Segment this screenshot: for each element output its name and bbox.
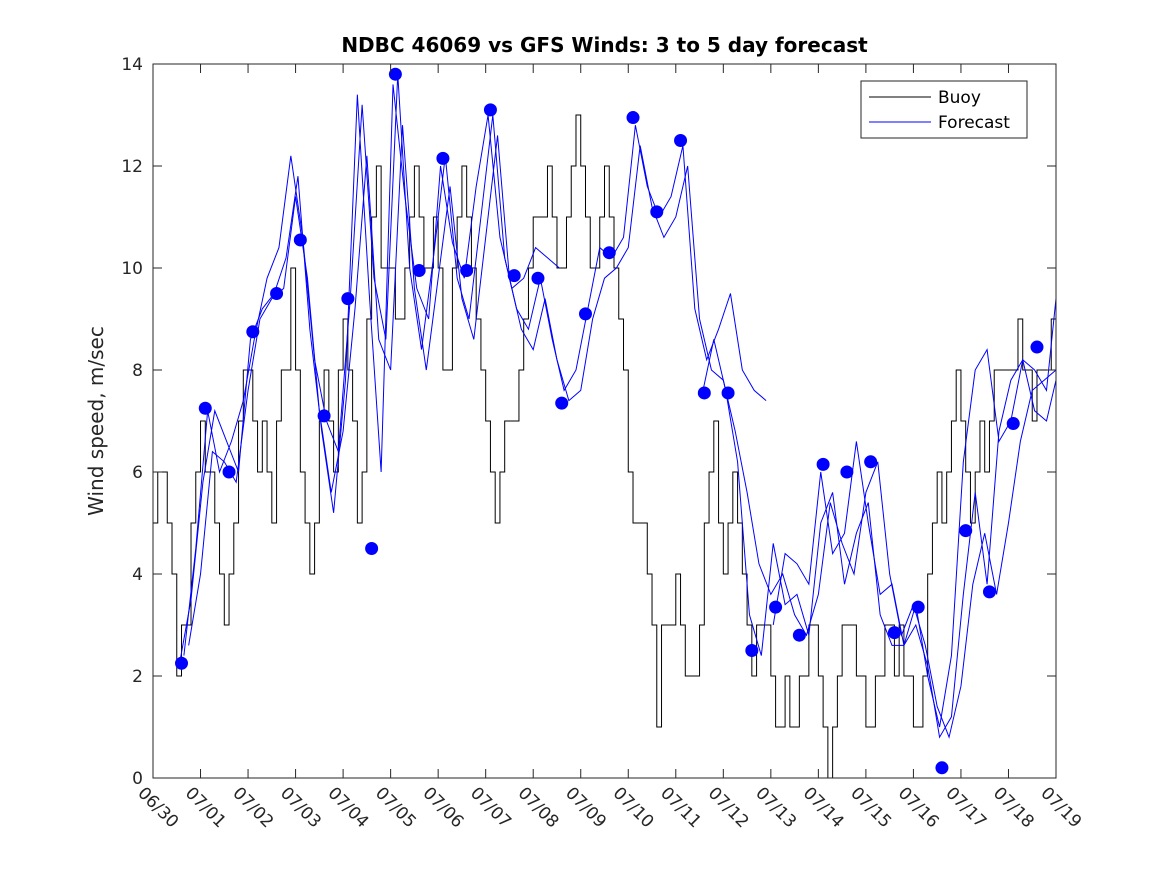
- forecast-run-line-2: [183, 74, 767, 656]
- x-tick-label: 07/19: [1036, 783, 1085, 832]
- forecast-marker: [840, 465, 854, 479]
- forecast-marker: [864, 455, 878, 469]
- forecast-marker: [483, 103, 497, 117]
- x-tick-label: 07/01: [181, 783, 230, 832]
- y-axis-label: Wind speed, m/sec: [84, 326, 108, 516]
- forecast-marker: [721, 386, 735, 400]
- x-tick-label: 07/06: [419, 783, 468, 832]
- forecast-marker: [792, 628, 806, 642]
- y-tick-label: 8: [132, 361, 143, 381]
- x-tick-label: 07/13: [751, 783, 800, 832]
- forecast-marker: [198, 401, 212, 415]
- forecast-marker: [935, 761, 949, 775]
- forecast-marker-layer: [175, 67, 1044, 775]
- forecast-marker: [982, 585, 996, 599]
- chart-title: NDBC 46069 vs GFS Winds: 3 to 5 day fore…: [341, 33, 868, 57]
- forecast-run-line-4: [701, 339, 1057, 739]
- x-tick-label: 07/17: [941, 783, 990, 832]
- forecast-marker: [293, 233, 307, 247]
- forecast-marker: [1006, 417, 1020, 431]
- forecast-marker: [578, 307, 592, 321]
- forecast-run-line-1: [178, 84, 560, 666]
- x-tick-label: 07/16: [894, 783, 943, 832]
- x-tick-label: 07/11: [656, 783, 705, 832]
- x-tick-label: 07/10: [609, 783, 658, 832]
- y-tick-label: 4: [132, 565, 143, 585]
- y-axis: 0 2 4 6 8 10 12 14: [121, 55, 1056, 789]
- y-tick-label: 6: [132, 463, 143, 483]
- forecast-marker: [175, 656, 189, 670]
- x-tick-label: 07/18: [989, 783, 1038, 832]
- forecast-marker: [507, 269, 521, 283]
- x-tick-label: 07/08: [514, 783, 563, 832]
- forecast-marker: [911, 600, 925, 614]
- forecast-marker: [388, 67, 402, 81]
- forecast-marker: [317, 409, 331, 423]
- forecast-marker: [887, 626, 901, 640]
- forecast-marker: [341, 292, 355, 306]
- forecast-marker: [365, 542, 379, 555]
- x-tick-label: 07/03: [276, 783, 325, 832]
- forecast-marker: [697, 386, 711, 400]
- x-tick-label: 06/30: [133, 783, 182, 832]
- legend-buoy-label: Buoy: [938, 88, 981, 108]
- legend-box: [860, 80, 1028, 139]
- forecast-marker: [626, 111, 640, 125]
- forecast-marker: [602, 246, 616, 260]
- legend: Buoy Forecast: [860, 80, 1028, 139]
- forecast-marker: [816, 457, 830, 471]
- forecast-marker: [436, 151, 450, 165]
- forecast-marker: [959, 524, 973, 538]
- forecast-marker: [222, 465, 236, 479]
- forecast-marker: [769, 600, 783, 614]
- x-tick-label: 07/12: [704, 783, 753, 832]
- forecast-marker: [1030, 340, 1044, 354]
- forecast-marker: [246, 325, 260, 339]
- forecast-marker: [270, 287, 284, 300]
- y-tick-label: 2: [132, 667, 143, 687]
- x-tick-label: 07/04: [324, 783, 373, 832]
- y-tick-label: 10: [121, 259, 143, 279]
- y-tick-label: 14: [121, 55, 143, 75]
- forecast-run-line-3: [188, 125, 1057, 739]
- forecast-marker: [745, 644, 759, 657]
- forecast-marker: [674, 134, 688, 147]
- forecast-marker: [555, 396, 569, 410]
- forecast-marker: [650, 205, 664, 219]
- x-tick-label: 07/07: [466, 783, 515, 832]
- forecast-marker: [460, 264, 474, 278]
- x-tick-label: 07/02: [229, 783, 278, 832]
- x-tick-label: 07/05: [371, 783, 420, 832]
- y-tick-label: 0: [132, 769, 143, 789]
- x-tick-label: 07/15: [846, 783, 895, 832]
- y-tick-label: 12: [121, 157, 143, 177]
- x-tick-label: 07/14: [799, 783, 848, 832]
- x-tick-label: 07/09: [561, 783, 610, 832]
- legend-forecast-label: Forecast: [938, 113, 1010, 133]
- forecast-marker: [531, 271, 545, 285]
- forecast-marker: [412, 264, 426, 278]
- plot-area-frame: [152, 63, 1057, 779]
